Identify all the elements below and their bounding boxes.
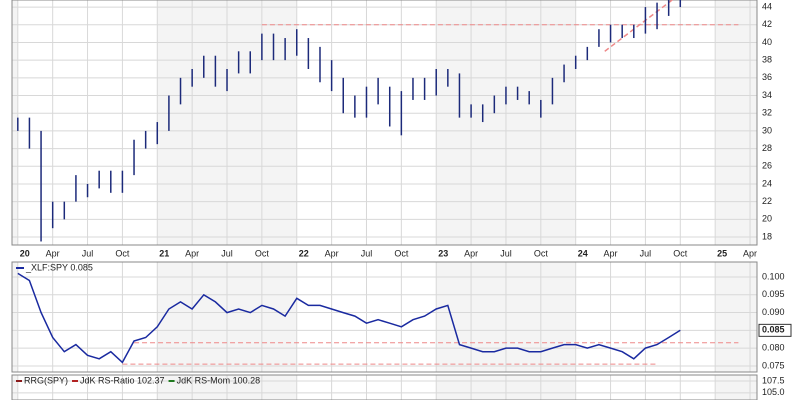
last-value-label: 0.085: [762, 325, 785, 335]
legend-label: RRG(SPY): [24, 375, 68, 385]
price-bars: [17, 0, 739, 242]
x-tick-label: Apr: [743, 248, 757, 258]
plot-border: [11, 0, 758, 246]
y-tick-label: 22: [762, 196, 772, 206]
x-tick-label: Apr: [464, 248, 478, 258]
x-tick-label: 21: [159, 248, 169, 258]
x-tick-label: Jul: [500, 248, 512, 258]
x-tick-label: Oct: [115, 248, 130, 258]
y-tick-label: 40: [762, 37, 772, 47]
x-tick-label: Jul: [361, 248, 373, 258]
legend-label: JdK RS-Ratio 102.37: [80, 375, 165, 385]
y-tick-label: 36: [762, 72, 772, 82]
y-tick-label: 32: [762, 108, 772, 118]
y-tick-label: 18: [762, 231, 772, 241]
y-tick-label: 44: [762, 1, 772, 11]
x-tick-label: Jul: [221, 248, 233, 258]
y-tick-label: 0.075: [762, 360, 785, 370]
x-tick-label: Jul: [640, 248, 652, 258]
y-tick-label: 0.095: [762, 289, 785, 299]
x-tick-label: 23: [438, 248, 448, 258]
x-tick-label: 25: [717, 248, 727, 258]
legend-label: JdK RS-Mom 100.28: [177, 375, 261, 385]
x-tick-label: Jul: [82, 248, 94, 258]
last-value-box: [758, 323, 792, 337]
y-tick-label: 105.0: [762, 387, 785, 397]
y-tick-label: 0.080: [762, 343, 785, 353]
x-tick-label: Oct: [394, 248, 409, 258]
y-tick-label: 42: [762, 19, 772, 29]
x-tick-label: 20: [20, 248, 30, 258]
x-tick-label: Oct: [673, 248, 688, 258]
y-tick-label: 24: [762, 178, 772, 188]
y-tick-label: 30: [762, 125, 772, 135]
y-tick-label: 20: [762, 214, 772, 224]
x-tick-label: Apr: [185, 248, 199, 258]
plot-border: [11, 261, 758, 373]
legend-label: _XLF:SPY 0.085: [25, 262, 93, 272]
ratio-line: [17, 272, 681, 364]
y-tick-label: 0.100: [762, 271, 785, 281]
y-tick-label: 26: [762, 161, 772, 171]
x-tick-label: Apr: [604, 248, 618, 258]
x-tick-label: 24: [578, 248, 588, 258]
plot-border: [11, 374, 758, 400]
y-tick-label: 34: [762, 90, 772, 100]
x-tick-label: Oct: [534, 248, 549, 258]
y-tick-label: 38: [762, 55, 772, 65]
x-tick-label: Apr: [325, 248, 339, 258]
y-tick-label: 0.090: [762, 307, 785, 317]
x-tick-label: Oct: [255, 248, 270, 258]
y-tick-label: 28: [762, 143, 772, 153]
y-tick-label: 107.5: [762, 375, 785, 385]
x-tick-label: Apr: [46, 248, 60, 258]
x-tick-label: 22: [299, 248, 309, 258]
